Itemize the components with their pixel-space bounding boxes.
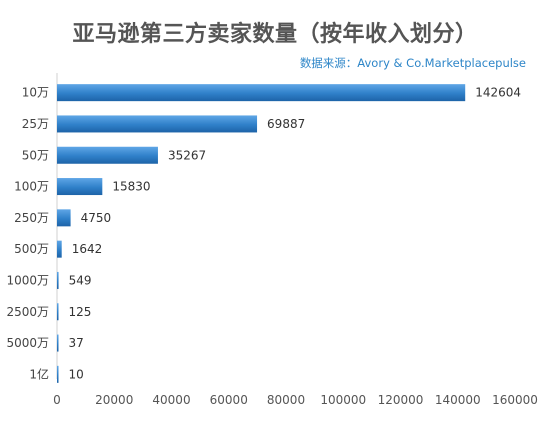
category-label: 100万 bbox=[14, 180, 49, 194]
category-label: 5000万 bbox=[6, 336, 49, 350]
category-label: 2500万 bbox=[6, 305, 49, 319]
bar bbox=[57, 146, 158, 164]
category-label: 25万 bbox=[22, 117, 49, 131]
data-label: 69887 bbox=[267, 117, 305, 131]
x-tick-label: 160000 bbox=[492, 393, 538, 407]
chart-title: 亚马逊第三方卖家数量（按年收入划分） bbox=[72, 22, 478, 47]
x-tick-label: 40000 bbox=[152, 393, 190, 407]
bar bbox=[57, 115, 258, 133]
category-label: 10万 bbox=[22, 86, 49, 100]
data-label: 35267 bbox=[168, 148, 206, 162]
x-tick-label: 60000 bbox=[210, 393, 248, 407]
category-label: 500万 bbox=[14, 242, 49, 256]
x-tick-label: 120000 bbox=[378, 393, 424, 407]
category-label: 1亿 bbox=[29, 366, 49, 381]
bar bbox=[57, 84, 466, 102]
x-tick-label: 20000 bbox=[95, 393, 133, 407]
data-label: 1642 bbox=[72, 242, 103, 256]
data-label: 125 bbox=[69, 305, 92, 319]
data-source-note: 数据来源：Avory & Co.Marketplacepulse bbox=[299, 56, 526, 70]
bar bbox=[57, 240, 62, 258]
x-tick-label: 80000 bbox=[267, 393, 305, 407]
x-tick-label: 100000 bbox=[320, 393, 366, 407]
data-label: 15830 bbox=[112, 180, 150, 194]
category-label: 250万 bbox=[14, 211, 49, 225]
bar bbox=[57, 271, 59, 289]
bar bbox=[57, 334, 59, 352]
bar bbox=[57, 303, 59, 321]
category-label: 1000万 bbox=[6, 273, 49, 287]
bar bbox=[57, 365, 59, 383]
category-label: 50万 bbox=[22, 148, 49, 162]
data-label: 142604 bbox=[475, 86, 521, 100]
x-tick-label: 0 bbox=[53, 393, 61, 407]
data-label: 549 bbox=[69, 273, 92, 287]
data-label: 37 bbox=[69, 336, 84, 350]
bar bbox=[57, 209, 71, 227]
x-tick-label: 140000 bbox=[435, 393, 481, 407]
bar bbox=[57, 178, 103, 196]
data-label: 4750 bbox=[81, 211, 112, 225]
data-label: 10 bbox=[69, 367, 84, 381]
